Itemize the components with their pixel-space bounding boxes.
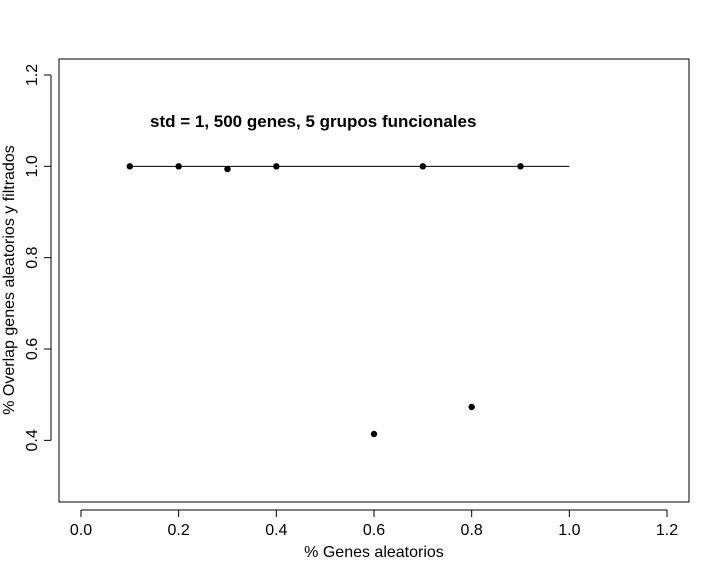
y-axis: 0.4 0.6 0.8 1.0 1.2 [24, 64, 52, 451]
data-point [419, 163, 427, 170]
x-axis: 0.0 0.2 0.4 0.6 0.8 1.0 1.2 [70, 509, 678, 539]
y-tick-label: 1.2 [24, 64, 41, 86]
y-tick-label: 0.4 [24, 429, 41, 451]
y-tick-label: 0.6 [24, 338, 41, 360]
x-tick-label: 1.2 [656, 522, 678, 539]
data-point [224, 165, 231, 173]
data-point [126, 163, 134, 170]
y-tick-label: 0.8 [24, 246, 41, 268]
x-tick-label: 0.8 [461, 522, 483, 539]
x-tick-label: 1.0 [558, 522, 580, 539]
chart-annotation: std = 1, 500 genes, 5 grupos funcionales [150, 112, 476, 131]
data-point [273, 163, 280, 170]
y-tick-label: 1.0 [24, 155, 41, 177]
data-points [126, 163, 524, 438]
y-axis-title: % Overlap genes aleatorios y filtrados [1, 145, 18, 414]
data-point [468, 403, 475, 411]
x-tick-label: 0.2 [168, 522, 190, 539]
data-point [370, 430, 378, 438]
x-axis-title: % Genes aleatorios [304, 544, 444, 561]
data-point [517, 163, 524, 170]
data-point [175, 163, 182, 170]
x-tick-label: 0.0 [70, 522, 92, 539]
plot-frame [58, 58, 690, 503]
x-tick-label: 0.4 [265, 522, 287, 539]
x-tick-label: 0.6 [363, 522, 385, 539]
